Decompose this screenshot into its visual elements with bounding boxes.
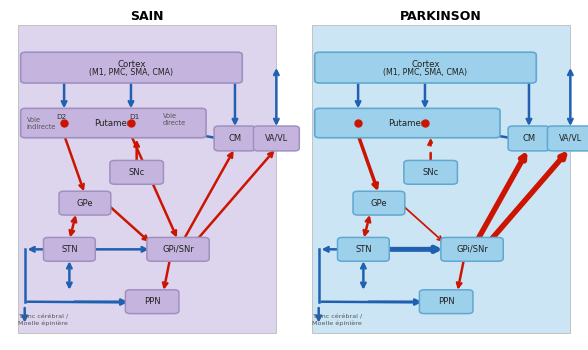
FancyBboxPatch shape	[21, 108, 206, 138]
Text: Cortex: Cortex	[117, 60, 146, 69]
FancyBboxPatch shape	[59, 191, 111, 215]
FancyBboxPatch shape	[315, 52, 536, 83]
Text: PPN: PPN	[438, 297, 455, 306]
Point	[353, 120, 363, 126]
Text: CM: CM	[228, 134, 242, 143]
FancyBboxPatch shape	[125, 290, 179, 314]
FancyBboxPatch shape	[147, 237, 209, 261]
Text: GPe: GPe	[370, 199, 387, 208]
FancyBboxPatch shape	[353, 191, 405, 215]
Text: (M1, PMC, SMA, CMA): (M1, PMC, SMA, CMA)	[383, 68, 467, 77]
FancyBboxPatch shape	[18, 25, 276, 332]
Text: D2: D2	[56, 114, 66, 120]
FancyBboxPatch shape	[315, 108, 500, 138]
FancyBboxPatch shape	[21, 52, 242, 83]
FancyBboxPatch shape	[44, 237, 95, 261]
Text: STN: STN	[61, 245, 78, 254]
Text: GPe: GPe	[76, 199, 93, 208]
Text: Cortex: Cortex	[411, 60, 440, 69]
Text: PPN: PPN	[144, 297, 161, 306]
FancyBboxPatch shape	[214, 126, 256, 151]
Text: SAIN: SAIN	[131, 10, 163, 23]
Point	[126, 120, 136, 126]
Text: Tronc cérébral /
Moelle épinière: Tronc cérébral / Moelle épinière	[18, 315, 68, 326]
FancyBboxPatch shape	[508, 126, 550, 151]
FancyBboxPatch shape	[419, 290, 473, 314]
Text: PARKINSON: PARKINSON	[400, 10, 482, 23]
FancyBboxPatch shape	[110, 160, 163, 184]
FancyBboxPatch shape	[404, 160, 457, 184]
Text: (M1, PMC, SMA, CMA): (M1, PMC, SMA, CMA)	[89, 68, 173, 77]
Text: GPi/SNr: GPi/SNr	[456, 245, 488, 254]
Text: Putamen: Putamen	[388, 119, 426, 127]
Text: Putamen: Putamen	[94, 119, 132, 127]
FancyBboxPatch shape	[441, 237, 503, 261]
Text: Voie
directe: Voie directe	[163, 113, 186, 126]
Text: D1: D1	[129, 114, 139, 120]
FancyBboxPatch shape	[253, 126, 299, 151]
Text: Tronc cérébral /
Moelle épinière: Tronc cérébral / Moelle épinière	[312, 315, 362, 326]
Point	[59, 120, 69, 126]
Text: CM: CM	[522, 134, 536, 143]
FancyBboxPatch shape	[338, 237, 389, 261]
Text: VA/VL: VA/VL	[265, 134, 288, 143]
Text: SNc: SNc	[423, 168, 439, 177]
Text: VA/VL: VA/VL	[559, 134, 582, 143]
Text: Voie
indirecte: Voie indirecte	[26, 117, 56, 130]
Point	[420, 120, 430, 126]
FancyBboxPatch shape	[312, 25, 570, 332]
Text: STN: STN	[355, 245, 372, 254]
Text: GPi/SNr: GPi/SNr	[162, 245, 194, 254]
FancyBboxPatch shape	[547, 126, 588, 151]
Text: SNc: SNc	[129, 168, 145, 177]
